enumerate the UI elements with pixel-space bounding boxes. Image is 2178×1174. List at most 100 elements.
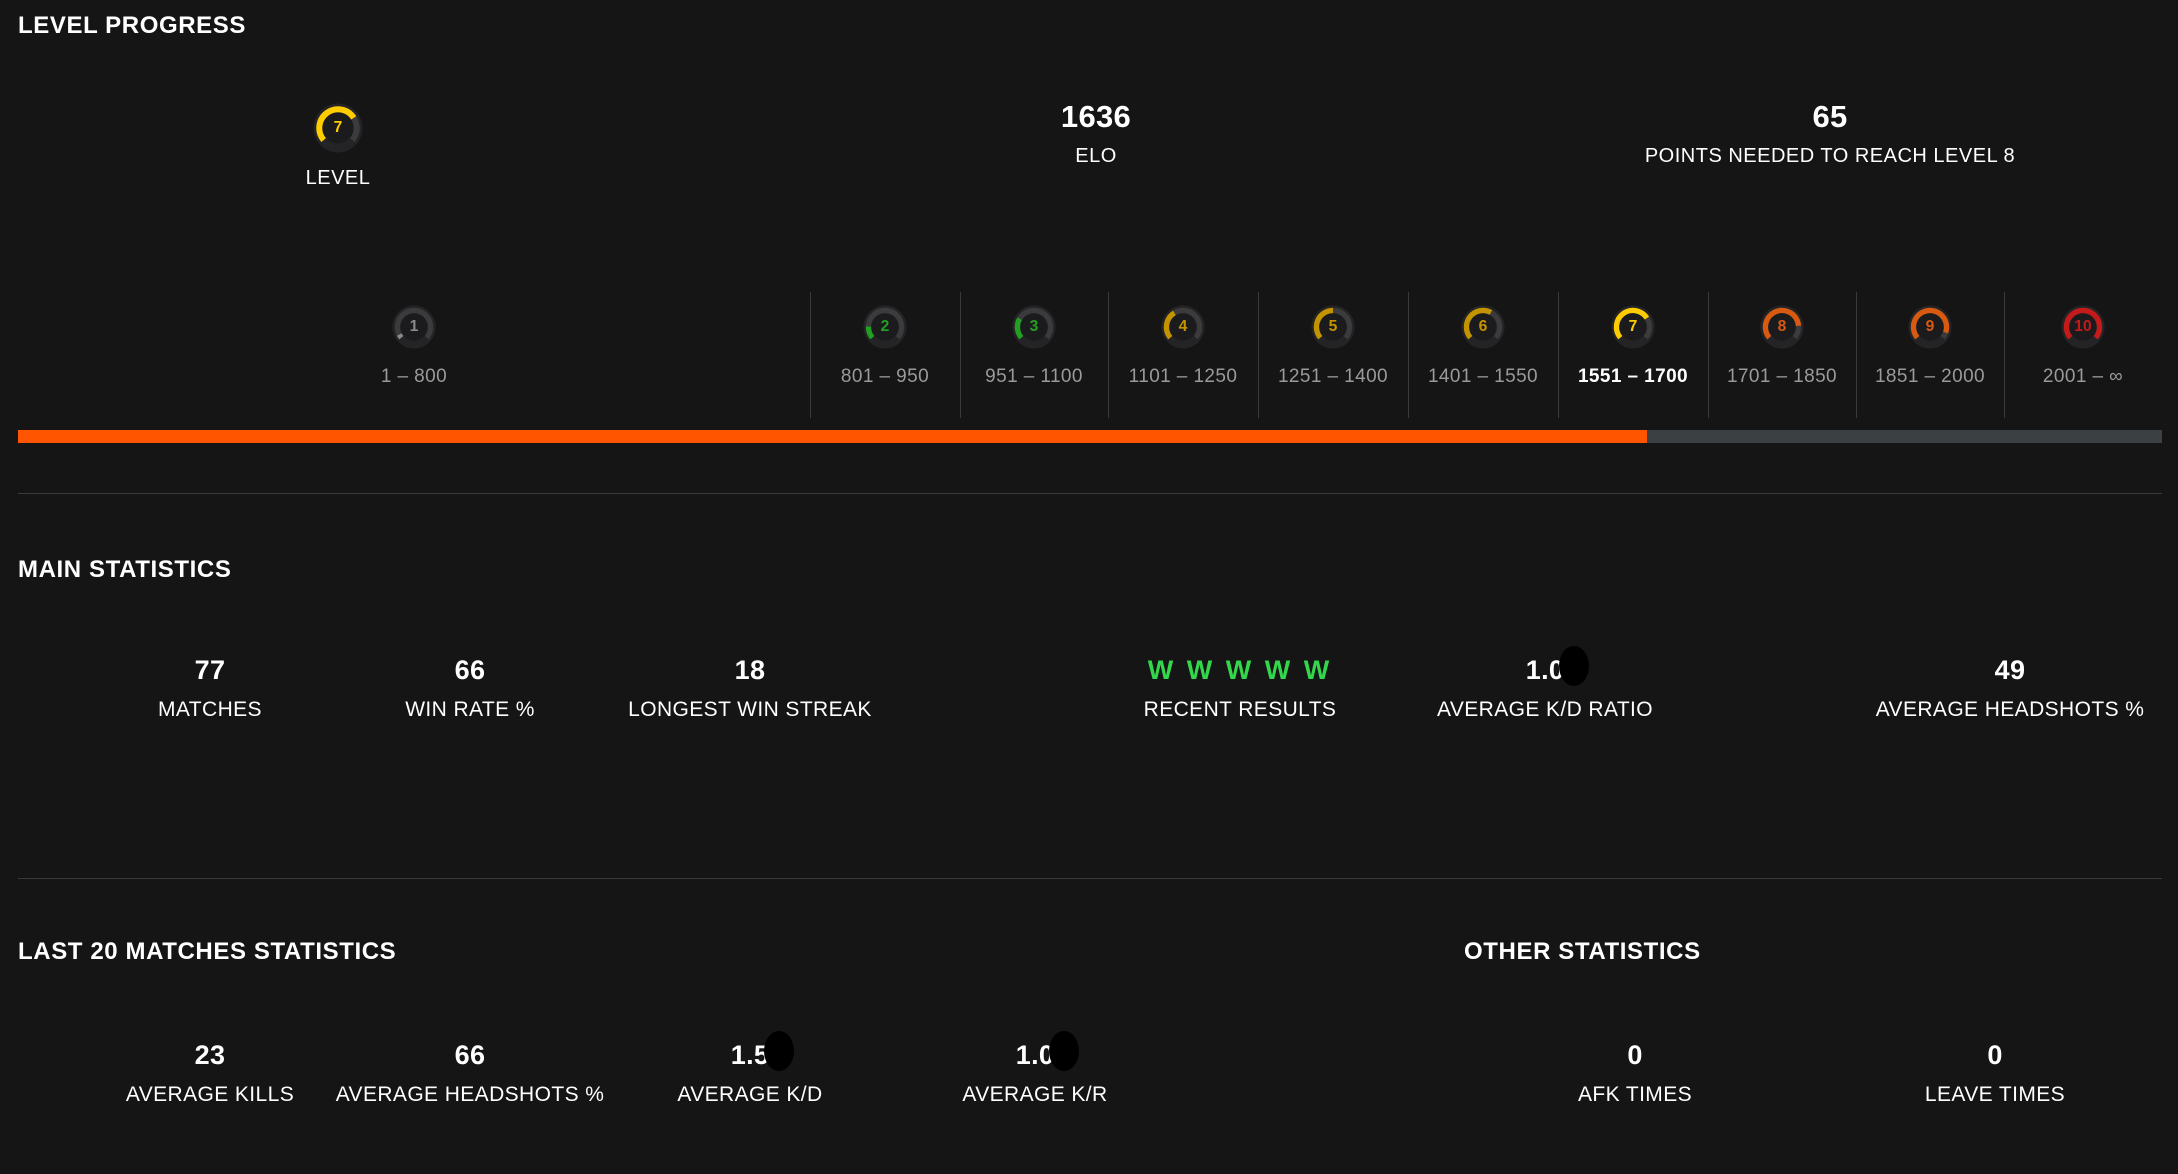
level-ladder: 1 1 – 800 2 801 – 950 3 951 – 1100 4 1101 – 125…	[0, 288, 2178, 418]
last20-stat-value: 1.5	[730, 1040, 770, 1070]
level-ladder-separator	[1408, 292, 1409, 418]
level-ladder-range-label: 1851 – 2000	[1874, 366, 1986, 387]
last20-stat-value: 1.0	[1015, 1040, 1055, 1070]
level-ladder-dial-slot: 7	[1558, 288, 1708, 366]
level-progress-heading: LEVEL PROGRESS	[18, 12, 247, 39]
main-stat-value: 1.0	[1525, 655, 1565, 685]
main-stat-label: LONGEST WIN STREAK	[628, 698, 872, 721]
level-10-gauge-icon: 10	[2060, 304, 2106, 350]
level-ladder-item-3[interactable]: 3 951 – 1100	[960, 288, 1108, 418]
level-ladder-item-4[interactable]: 4 1101 – 1250	[1108, 288, 1258, 418]
level-ladder-range-label: 1 – 800	[380, 366, 448, 387]
main-stat-label: RECENT RESULTS	[1143, 698, 1337, 721]
level-7-gauge-icon: 7	[312, 102, 364, 154]
last-20-matches-heading: LAST 20 MATCHES STATISTICS	[18, 938, 397, 965]
main-stat-item: 1.0 AVERAGE K/D RATIO	[1395, 646, 1695, 723]
level-ladder-item-1[interactable]: 1 1 – 800	[18, 288, 810, 418]
level-4-gauge-icon: 4	[1160, 304, 1206, 350]
level-ladder-item-7[interactable]: 7 1551 – 1700	[1558, 288, 1708, 418]
level-ladder-item-2[interactable]: 2 801 – 950	[810, 288, 960, 418]
level-ladder-range-label: 1101 – 1250	[1128, 366, 1238, 387]
level-ladder-dial-slot: 3	[960, 288, 1108, 366]
level-ladder-dial-slot: 10	[2004, 288, 2162, 366]
level-ladder-separator	[810, 292, 811, 418]
last20-stat-value: 23	[194, 1040, 226, 1070]
last20-stat-value: 66	[454, 1040, 486, 1070]
level-ladder-item-10[interactable]: 10 2001 – ∞	[2004, 288, 2162, 418]
level-ladder-item-8[interactable]: 8 1701 – 1850	[1708, 288, 1856, 418]
summary-level: 7 LEVEL	[238, 100, 438, 190]
main-statistics-row: 77 MATCHES 66 WIN RATE % 18 LONGEST WIN STREA…	[0, 646, 2178, 785]
other-statistics-row: 0 AFK TIMES 0 LEAVE TIMES	[0, 1040, 2178, 1170]
level-ladder-range-label: 1251 – 1400	[1277, 366, 1389, 387]
level-ladder-separator	[960, 292, 961, 418]
level-ladder-separator	[1856, 292, 1857, 418]
last20-stat-label: AVERAGE KILLS	[125, 1083, 295, 1106]
other-stat-item: 0 AFK TIMES	[1485, 1040, 1785, 1108]
main-stat-label: AVERAGE HEADSHOTS %	[1875, 698, 2145, 721]
last20-stat-label: AVERAGE K/R	[962, 1083, 1108, 1106]
main-stat-label: WIN RATE %	[405, 698, 535, 721]
main-stat-item: 49 AVERAGE HEADSHOTS %	[1860, 655, 2160, 723]
level-6-gauge-icon: 6	[1460, 304, 1506, 350]
level-ladder-separator	[1708, 292, 1709, 418]
main-stat-label: MATCHES	[158, 698, 262, 721]
last20-stat-label: AVERAGE HEADSHOTS %	[335, 1083, 605, 1106]
last20-stat-label: AVERAGE K/D	[677, 1083, 823, 1106]
level-3-gauge-icon: 3	[1011, 304, 1057, 350]
section-divider-last20	[18, 878, 2162, 879]
level-ladder-item-5[interactable]: 5 1251 – 1400	[1258, 288, 1408, 418]
level-ladder-range-label: 1551 – 1700	[1577, 366, 1689, 387]
level-ladder-item-6[interactable]: 6 1401 – 1550	[1408, 288, 1558, 418]
summary-elo-label: ELO	[1075, 145, 1117, 167]
level-ladder-separator	[1108, 292, 1109, 418]
level-2-gauge-icon: 2	[862, 304, 908, 350]
main-stat-value: W W W W W	[1147, 655, 1333, 685]
other-stat-label: AFK TIMES	[1577, 1083, 1693, 1106]
level-ladder-dial-slot: 2	[810, 288, 960, 366]
level-ladder-range-label: 801 – 950	[840, 366, 930, 387]
other-stat-value: 0	[1987, 1040, 2003, 1070]
level-8-gauge-icon: 8	[1759, 304, 1805, 350]
summary-points-label: POINTS NEEDED TO REACH LEVEL 8	[1644, 145, 2016, 167]
last20-stat-item: 66 AVERAGE HEADSHOTS %	[320, 1040, 620, 1108]
main-stat-value: 49	[1994, 655, 2026, 685]
main-stat-value: 18	[734, 655, 766, 685]
level-1-gauge-icon: 1	[391, 304, 437, 350]
main-stat-item: 18 LONGEST WIN STREAK	[600, 655, 900, 723]
summary-points-value: 65	[1812, 99, 1848, 134]
level-ladder-dial-slot: 5	[1258, 288, 1408, 366]
level-5-gauge-icon: 5	[1310, 304, 1356, 350]
level-ladder-separator	[1258, 292, 1259, 418]
other-stat-label: LEAVE TIMES	[1924, 1083, 2066, 1106]
level-ladder-separator	[2004, 292, 2005, 418]
main-stat-value: 77	[194, 655, 226, 685]
section-divider-main	[18, 493, 2162, 494]
summary-elo: 1636 ELO	[996, 100, 1196, 168]
main-statistics-heading: MAIN STATISTICS	[18, 556, 232, 583]
main-stat-item: W W W W W RECENT RESULTS	[1090, 655, 1390, 723]
summary-level-label: LEVEL	[305, 167, 371, 189]
other-stat-item: 0 LEAVE TIMES	[1845, 1040, 2145, 1108]
main-stat-item: 66 WIN RATE %	[320, 655, 620, 723]
level-7-gauge-icon: 7	[1610, 304, 1656, 350]
level-progress-bar-track	[18, 430, 2162, 443]
level-ladder-dial-slot: 9	[1856, 288, 2004, 366]
level-ladder-range-label: 2001 – ∞	[2042, 366, 2124, 387]
level-dial-large: 7	[238, 100, 438, 156]
main-stat-value: 66	[454, 655, 486, 685]
main-stat-label: AVERAGE K/D RATIO	[1436, 698, 1654, 721]
main-stat-item: 77 MATCHES	[45, 655, 375, 723]
level-ladder-range-label: 1401 – 1550	[1427, 366, 1539, 387]
level-ladder-range-label: 951 – 1100	[985, 366, 1083, 387]
level-9-gauge-icon: 9	[1907, 304, 1953, 350]
summary-elo-value: 1636	[1060, 99, 1132, 134]
level-ladder-dial-slot: 1	[18, 288, 810, 366]
level-ladder-item-9[interactable]: 9 1851 – 2000	[1856, 288, 2004, 418]
level-progress-bar-fill	[18, 430, 1648, 443]
level-ladder-dial-slot: 4	[1108, 288, 1258, 366]
other-statistics-heading: OTHER STATISTICS	[1464, 938, 1701, 965]
level-ladder-dial-slot: 6	[1408, 288, 1558, 366]
last20-stat-item: 23 AVERAGE KILLS	[45, 1040, 375, 1108]
